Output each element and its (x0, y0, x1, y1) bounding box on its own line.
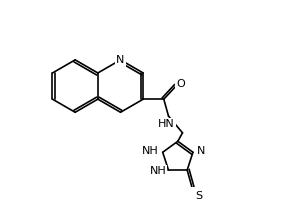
Text: NH: NH (150, 166, 166, 176)
Text: N: N (197, 146, 205, 156)
Text: N: N (116, 55, 125, 65)
Text: NH: NH (142, 146, 159, 156)
Text: O: O (176, 79, 185, 89)
Text: S: S (196, 191, 203, 200)
Text: HN: HN (158, 119, 175, 129)
